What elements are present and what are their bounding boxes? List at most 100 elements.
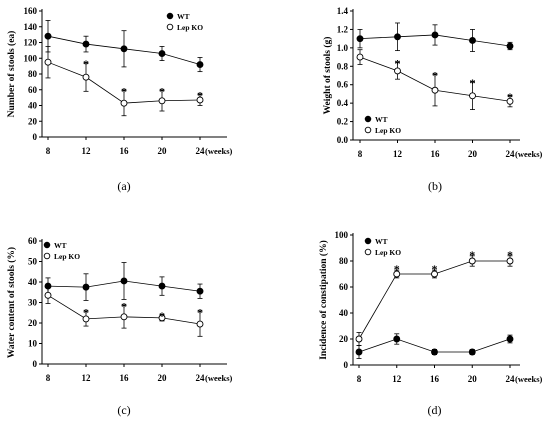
- y-axis-label: Water content of stools (%): [6, 247, 17, 358]
- x-tick-label: 8: [46, 373, 51, 383]
- significance-star: *: [432, 262, 438, 276]
- legend-marker: [364, 248, 372, 256]
- legend-label: Lep KO: [54, 252, 80, 261]
- panel-label: (c): [117, 403, 130, 417]
- data-point: [431, 86, 439, 94]
- y-tick-label: 40: [28, 101, 38, 111]
- panel-label: (a): [117, 179, 130, 193]
- y-tick-label: 0.4: [337, 98, 349, 108]
- y-axis-label: Weight of stools (g): [322, 37, 333, 115]
- y-tick-label: 0: [33, 132, 38, 142]
- y-tick-label: 60: [28, 236, 38, 246]
- data-point: [356, 35, 364, 43]
- y-tick-label: 1.2: [337, 24, 349, 34]
- x-tick-label: 20: [158, 373, 168, 383]
- data-point: [431, 31, 439, 39]
- x-tick-label: 16: [430, 374, 440, 384]
- series-wt: [44, 262, 204, 301]
- panel-b: 0.0 0.2 0.4 0.6 0.8 1.0 1.2 1.4 8 12 16 20 24 (weeks)…: [322, 6, 543, 193]
- significance-star: *: [469, 248, 475, 262]
- y-axis-label: Incidence of constipation (%): [318, 240, 329, 360]
- significance-star: *: [432, 69, 438, 83]
- data-point: [506, 335, 514, 343]
- legend-marker: [166, 23, 174, 31]
- x-tick-label: 24: [506, 149, 516, 159]
- significance-star: *: [394, 262, 400, 276]
- y-tick-label: 40: [28, 277, 38, 287]
- y-tick-label: 30: [28, 298, 38, 308]
- significance-star: *: [395, 57, 401, 71]
- legend-label: WT: [375, 115, 388, 124]
- data-point: [506, 42, 514, 50]
- data-point: [468, 257, 476, 265]
- x-tick-label: 8: [46, 146, 51, 156]
- data-point: [120, 277, 128, 285]
- significance-star: *: [159, 309, 165, 323]
- data-point: [44, 291, 52, 299]
- data-point: [158, 97, 166, 105]
- x-tick-label: 20: [468, 374, 478, 384]
- legend-marker: [364, 237, 372, 245]
- data-point: [44, 32, 52, 40]
- data-point: [120, 45, 128, 53]
- panel-label: (b): [428, 179, 442, 193]
- data-point: [158, 282, 166, 290]
- significance-star: *: [121, 300, 127, 314]
- data-point: [82, 73, 90, 81]
- x-tick-label: 24: [196, 146, 206, 156]
- legend: WT Lep KO: [43, 241, 80, 261]
- x-tick-label: 16: [431, 149, 441, 159]
- legend-label: Lep KO: [375, 248, 401, 257]
- significance-star: *: [83, 306, 89, 320]
- data-point: [468, 348, 476, 356]
- legend-marker: [43, 241, 51, 249]
- data-point: [82, 40, 90, 48]
- x-tick-label: 24: [506, 374, 516, 384]
- y-tick-label: 0.2: [337, 117, 349, 127]
- data-point: [393, 270, 401, 278]
- legend-label: Lep KO: [177, 23, 203, 32]
- y-tick-label: 0.8: [337, 61, 349, 71]
- legend-marker: [43, 252, 51, 260]
- significance-star: *: [159, 85, 165, 99]
- series-wt: [44, 20, 204, 73]
- y-tick-label: 20: [28, 116, 38, 126]
- data-point: [356, 53, 364, 61]
- x-tick-label: 16: [120, 146, 130, 156]
- y-tick-label: 100: [335, 230, 349, 240]
- y-tick-label: 140: [24, 22, 38, 32]
- data-point: [82, 283, 90, 291]
- legend: WT Lep KO: [364, 115, 401, 135]
- data-point: [355, 335, 363, 343]
- data-point: [196, 287, 204, 295]
- significance-star: *: [197, 88, 203, 102]
- legend: WT Lep KO: [364, 237, 401, 257]
- legend-label: WT: [177, 12, 190, 21]
- x-unit-label: (weeks): [205, 146, 233, 156]
- x-unit-label: (weeks): [205, 373, 233, 383]
- y-tick-label: 160: [24, 6, 38, 16]
- data-point: [469, 37, 476, 44]
- legend-label: WT: [54, 241, 67, 250]
- x-tick-label: 24: [196, 373, 206, 383]
- y-tick-label: 0.0: [337, 135, 349, 145]
- series-lep-ko: [44, 46, 204, 117]
- legend: WT Lep KO: [166, 12, 203, 32]
- panel-a: 0 20 40 60 80 100 120 140 160 8 12 16 20 24 (weeks) Num…: [6, 6, 233, 193]
- y-tick-label: 10: [28, 339, 38, 349]
- series-lep-ko: [44, 286, 204, 337]
- significance-star: *: [83, 57, 89, 71]
- legend-marker: [364, 115, 372, 123]
- x-tick-label: 12: [82, 146, 92, 156]
- significance-star: *: [507, 248, 513, 262]
- y-tick-label: 1.4: [337, 6, 349, 16]
- series-lep-ko: [356, 49, 514, 110]
- y-tick-label: 20: [28, 318, 38, 328]
- data-point: [393, 335, 401, 343]
- legend-label: Lep KO: [375, 126, 401, 135]
- significance-star: *: [197, 306, 203, 320]
- y-axis-label: Number of stools (ea): [6, 31, 17, 118]
- data-point: [355, 348, 363, 356]
- legend-label: WT: [375, 237, 388, 246]
